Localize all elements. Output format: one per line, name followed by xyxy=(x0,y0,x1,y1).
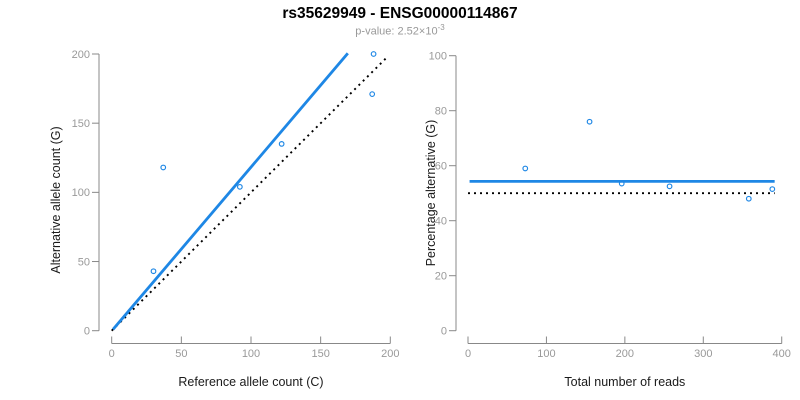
x-tick-label: 0 xyxy=(465,348,471,360)
data-point xyxy=(160,164,167,171)
data-point xyxy=(618,180,625,187)
data-point xyxy=(666,183,673,190)
x-axis-title: Total number of reads xyxy=(564,375,685,389)
pvalue-text: p-value: 2.52×10 xyxy=(355,25,438,38)
data-point xyxy=(236,183,243,190)
data-point xyxy=(370,51,377,57)
y-axis-title: Alternative allele count (G) xyxy=(49,126,63,273)
fit-line xyxy=(112,52,349,331)
x-tick-label: 150 xyxy=(311,348,329,360)
x-tick-label: 0 xyxy=(109,348,115,360)
y-axis-title: Percentage alternative (G) xyxy=(424,120,438,267)
data-point xyxy=(769,186,776,192)
percentage-scatter-plot: 0 20 40 60 80 100 0 100 200 300 400 Total number of… xyxy=(424,51,791,390)
y-tick-label: 0 xyxy=(441,326,447,338)
figure-title: rs35629949 - ENSG00000114867 xyxy=(282,5,518,22)
x-tick-label: 200 xyxy=(616,348,634,360)
x-tick-label: 200 xyxy=(381,348,399,360)
data-point xyxy=(522,165,529,172)
data-point xyxy=(150,268,157,275)
y-tick-label: 20 xyxy=(435,271,447,283)
allele-count-scatter-plot: 0 50 100 150 200 0 50 100 150 200 Reference allele… xyxy=(49,49,399,389)
data-point xyxy=(369,91,376,97)
y-tick-label: 80 xyxy=(435,106,447,118)
figure-header: rs35629949 - ENSG00000114867 p-value: 2.… xyxy=(0,0,800,38)
x-tick-label: 100 xyxy=(242,348,260,360)
pvalue-exponent: -3 xyxy=(437,23,445,33)
y-tick-label: 200 xyxy=(72,49,90,61)
data-point xyxy=(586,118,593,125)
y-tick-label: 100 xyxy=(429,51,447,63)
identity-line xyxy=(111,56,389,332)
data-point xyxy=(278,141,285,147)
x-tick-label: 50 xyxy=(175,348,187,360)
y-tick-label: 50 xyxy=(78,256,90,268)
x-tick-label: 300 xyxy=(694,348,712,360)
x-tick-label: 100 xyxy=(537,348,555,360)
figure-subtitle: p-value: 2.52×10-3 xyxy=(0,23,800,38)
data-point xyxy=(745,195,752,202)
x-axis-title: Reference allele count (C) xyxy=(178,375,323,389)
x-tick-label: 400 xyxy=(773,348,791,360)
y-tick-label: 0 xyxy=(84,326,90,338)
y-tick-label: 60 xyxy=(435,161,447,173)
y-tick-label: 100 xyxy=(72,187,90,199)
y-tick-label: 150 xyxy=(72,118,90,130)
y-tick-label: 40 xyxy=(435,216,447,228)
